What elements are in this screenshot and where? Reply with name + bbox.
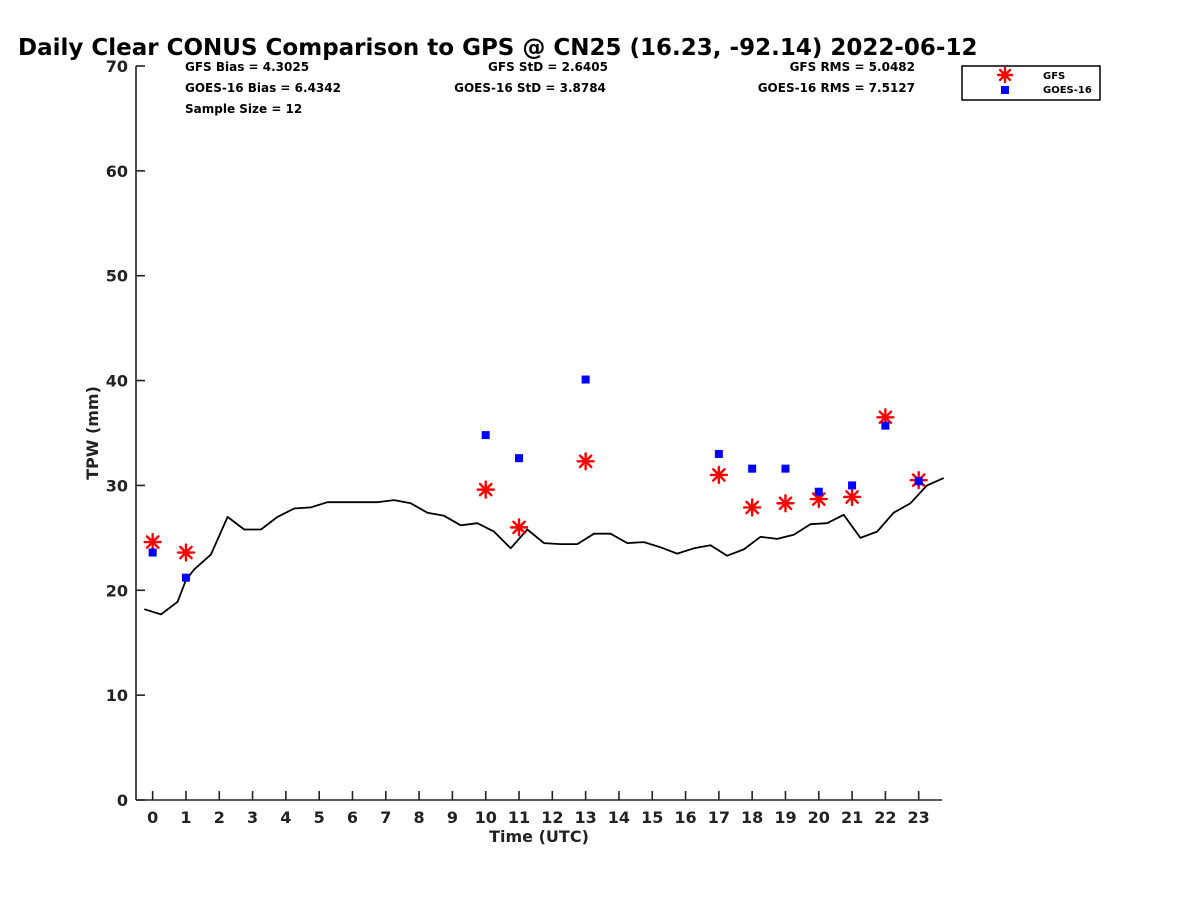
- stat-goes-rms: GOES-16 RMS = 7.5127: [758, 81, 915, 95]
- goes16-point: [914, 477, 923, 486]
- goes16-point: [848, 481, 857, 490]
- legend-box: [961, 65, 1101, 101]
- goes16-point: [481, 431, 490, 440]
- x-tick-label: 15: [641, 808, 663, 827]
- x-tick-label: 8: [414, 808, 425, 827]
- x-tick-label: 22: [874, 808, 896, 827]
- x-tick-label: 12: [541, 808, 563, 827]
- goes16-point: [148, 548, 157, 557]
- goes16-point: [581, 375, 590, 384]
- legend-goes-marker: [1001, 86, 1009, 94]
- x-tick-label: 4: [280, 808, 291, 827]
- stat-goes-std: GOES-16 StD = 3.8784: [454, 81, 606, 95]
- y-tick-label: 0: [117, 791, 128, 810]
- x-tick-label: 0: [147, 808, 158, 827]
- goes16-point: [748, 464, 757, 473]
- gfs-point: [842, 487, 862, 507]
- stat-sample-size: Sample Size = 12: [185, 102, 302, 116]
- x-tick-label: 18: [741, 808, 763, 827]
- goes16-point: [515, 454, 524, 463]
- gfs-point: [176, 543, 196, 562]
- goes16-point: [814, 487, 823, 496]
- x-tick-label: 19: [774, 808, 796, 827]
- x-tick-label: 9: [447, 808, 458, 827]
- x-tick-label: 17: [708, 808, 730, 827]
- x-tick-label: 7: [380, 808, 391, 827]
- x-tick-label: 10: [475, 808, 497, 827]
- goes16-point: [181, 573, 190, 582]
- stat-gfs-bias: GFS Bias = 4.3025: [185, 60, 309, 74]
- gfs-point: [509, 518, 529, 537]
- x-tick-label: 1: [180, 808, 191, 827]
- y-tick-label: 70: [106, 57, 128, 76]
- y-tick-label: 50: [106, 267, 128, 286]
- x-tick-label: 20: [808, 808, 830, 827]
- legend-gfs-marker: [996, 66, 1014, 84]
- x-tick-label: 13: [574, 808, 596, 827]
- x-axis-label: Time (UTC): [489, 827, 589, 846]
- goes16-point: [714, 449, 723, 458]
- gfs-point: [576, 452, 595, 471]
- gfs-point: [476, 480, 495, 499]
- x-tick-label: 2: [214, 808, 225, 827]
- x-tick-label: 11: [508, 808, 530, 827]
- stat-gfs-std: GFS StD = 2.6405: [488, 60, 608, 74]
- stat-goes-bias: GOES-16 Bias = 6.4342: [185, 81, 341, 95]
- y-tick-label: 40: [106, 372, 128, 391]
- gps-series-line: [144, 477, 945, 616]
- x-tick-label: 6: [347, 808, 358, 827]
- y-tick-label: 20: [106, 581, 128, 600]
- gfs-point: [876, 408, 895, 427]
- y-axis-label: TPW (mm): [83, 386, 102, 480]
- legend: GFS GOES-16: [961, 65, 1101, 101]
- x-tick-label: 16: [674, 808, 696, 827]
- gfs-point: [742, 498, 762, 517]
- chart-title: Daily Clear CONUS Comparison to GPS @ CN…: [18, 35, 977, 61]
- x-tick-label: 5: [314, 808, 325, 827]
- x-tick-label: 23: [908, 808, 930, 827]
- goes16-point: [781, 464, 790, 473]
- legend-gfs-label: GFS: [1043, 71, 1065, 82]
- x-tick-label: 21: [841, 808, 863, 827]
- y-tick-label: 30: [106, 476, 128, 495]
- gfs-point: [776, 494, 795, 513]
- stat-gfs-rms: GFS RMS = 5.0482: [790, 60, 915, 74]
- x-tick-label: 3: [247, 808, 258, 827]
- legend-gfs-asterisk: [996, 66, 1014, 84]
- y-tick-label: 60: [106, 162, 128, 181]
- y-tick-label: 10: [106, 686, 128, 705]
- legend-goes-label: GOES-16: [1043, 85, 1092, 96]
- goes16-point: [881, 421, 890, 430]
- gfs-point: [709, 465, 729, 485]
- gfs-point: [143, 532, 162, 552]
- x-tick-label: 14: [608, 808, 630, 827]
